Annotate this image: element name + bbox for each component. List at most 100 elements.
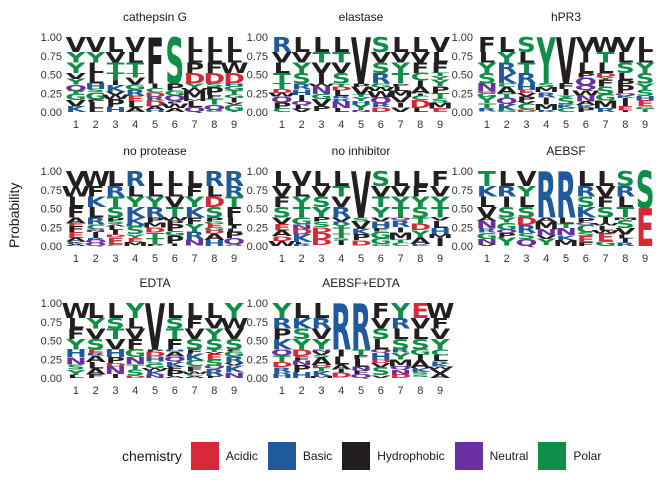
- logo-letter: Y: [311, 204, 332, 221]
- logo-letter: L: [206, 183, 223, 200]
- logo-letter: T: [597, 49, 616, 66]
- logo-letter: P: [312, 217, 331, 224]
- logo-letter: C: [205, 109, 224, 112]
- logo-letter: Q: [575, 76, 597, 88]
- x-tick-label: 4: [338, 385, 344, 397]
- logo-letter: F: [126, 336, 144, 353]
- x-tick-label: 4: [132, 119, 138, 131]
- logo-letter: L: [498, 167, 515, 192]
- logo-letter: D: [330, 86, 352, 92]
- logo-letter: V: [184, 325, 205, 342]
- logo-letter: T: [205, 97, 224, 107]
- logo-letter: E: [411, 299, 429, 324]
- logo-letter: W: [591, 230, 620, 235]
- logo-letter: Y: [429, 193, 450, 210]
- logo-letter: T: [273, 354, 292, 364]
- logo-letter: L: [518, 49, 535, 66]
- logo-letter: L: [206, 33, 223, 58]
- logo-letter: Y: [311, 336, 332, 353]
- logo-letter: V: [86, 325, 107, 342]
- logo-letter: T: [478, 167, 496, 192]
- y-tick-label: 0.75: [247, 317, 268, 329]
- logo-letter: I: [502, 193, 512, 210]
- logo-letter: F: [186, 216, 204, 227]
- logo-letter: I: [317, 70, 327, 87]
- logo-letter: H: [144, 355, 166, 364]
- logo-letter: T: [557, 222, 575, 229]
- logo-letter: V: [66, 167, 87, 192]
- logo-letter: V: [292, 109, 313, 113]
- logo-letter: L: [166, 167, 183, 192]
- logo-letter: T: [498, 93, 516, 99]
- logo-letter: L: [186, 33, 203, 58]
- logo-letter: F: [186, 365, 204, 374]
- legend-title: chemistry: [122, 448, 182, 464]
- logo-letter: W: [591, 223, 620, 227]
- logo-letter: M: [388, 230, 414, 242]
- x-tick-label: 8: [417, 119, 423, 131]
- logo-letter: G: [595, 93, 616, 103]
- logo-letter: F: [87, 183, 105, 200]
- logo-letter: M: [533, 86, 559, 94]
- x-tick-label: 3: [523, 119, 529, 131]
- logo-letter: L: [597, 225, 614, 232]
- logo-letter: P: [312, 105, 331, 113]
- logo-letter: R: [331, 292, 351, 365]
- logo-letter: F: [273, 193, 291, 210]
- y-tick-label: 0.25: [452, 222, 473, 234]
- logo-letter: L: [186, 167, 203, 192]
- logo-letter: N: [184, 238, 206, 247]
- logo-letter: K: [66, 105, 88, 114]
- logo-letter: W: [426, 366, 455, 370]
- y-tick-label: 0.00: [41, 107, 62, 119]
- logo-letter: G: [634, 106, 655, 109]
- logo-letter: L: [617, 71, 634, 82]
- logo-letter: F: [372, 228, 390, 233]
- logo-letter: W: [180, 88, 209, 93]
- logo-letter: L: [68, 374, 85, 379]
- logo-letter: L: [226, 33, 243, 58]
- y-tick-label: 0.00: [41, 373, 62, 385]
- logo-letter: Y: [184, 223, 205, 235]
- logo-letter: K: [165, 360, 187, 369]
- x-tick-label: 3: [112, 385, 118, 397]
- logo-letter: G: [370, 237, 391, 246]
- logo-letter: L: [333, 355, 350, 367]
- logo-letter: D: [204, 193, 226, 210]
- logo-letter: L: [68, 315, 85, 332]
- logo-letter: K: [311, 370, 333, 378]
- logo-letter: V: [576, 33, 597, 58]
- legend-swatch: [267, 442, 296, 470]
- logo-letter: Q: [476, 91, 498, 94]
- logo-letter: T: [332, 49, 351, 66]
- y-tick-label: 0.75: [41, 51, 62, 63]
- logo-letter: K: [497, 103, 519, 113]
- logo-letter: C: [411, 71, 430, 83]
- logo-letter: D: [516, 216, 538, 228]
- logo-letter: S: [312, 354, 331, 358]
- logo-letter: I: [336, 239, 346, 246]
- logo-letter: Q: [515, 237, 537, 249]
- logo-letter: I: [150, 83, 160, 90]
- x-tick-label: 4: [132, 385, 138, 397]
- logo-letter: E: [597, 232, 615, 244]
- logo-letter: G: [595, 240, 616, 248]
- logo-letter: Y: [555, 95, 576, 99]
- logo-letter: Q: [164, 355, 186, 363]
- logo-letter: E: [205, 352, 223, 362]
- y-tick-label: 0.25: [41, 222, 62, 234]
- logo-letter: T: [293, 204, 312, 221]
- logo-letter: L: [392, 325, 409, 342]
- logo-letter: G: [85, 90, 106, 102]
- x-tick-label: 1: [73, 253, 79, 265]
- logo-letter: C: [86, 223, 105, 231]
- logo-letter: S: [126, 368, 145, 378]
- logo-letter: S: [517, 231, 536, 241]
- logo-letter: R: [311, 315, 331, 332]
- logo-letter: V: [311, 59, 332, 76]
